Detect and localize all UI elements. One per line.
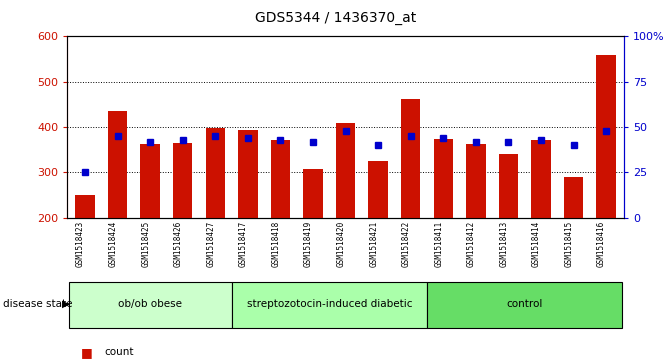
Bar — [531, 140, 551, 218]
Text: GSM1518418: GSM1518418 — [272, 221, 280, 267]
Bar — [499, 154, 518, 218]
Bar — [368, 161, 388, 218]
FancyBboxPatch shape — [231, 282, 427, 328]
Bar — [433, 139, 453, 218]
Text: GSM1518420: GSM1518420 — [337, 221, 346, 267]
FancyBboxPatch shape — [68, 282, 231, 328]
Bar — [108, 111, 127, 218]
Text: GSM1518417: GSM1518417 — [239, 221, 248, 267]
Bar — [597, 55, 616, 218]
Text: GSM1518412: GSM1518412 — [467, 221, 476, 267]
Text: GSM1518424: GSM1518424 — [109, 221, 117, 267]
Text: GSM1518414: GSM1518414 — [532, 221, 541, 267]
Text: control: control — [507, 299, 543, 309]
Text: GDS5344 / 1436370_at: GDS5344 / 1436370_at — [255, 11, 416, 25]
Text: ▶: ▶ — [62, 299, 70, 309]
Text: GSM1518411: GSM1518411 — [434, 221, 444, 267]
Text: GSM1518419: GSM1518419 — [304, 221, 313, 267]
Bar — [173, 143, 193, 218]
Bar — [205, 129, 225, 218]
Bar — [336, 122, 356, 218]
Text: ob/ob obese: ob/ob obese — [118, 299, 182, 309]
Text: disease state: disease state — [3, 299, 73, 309]
Text: GSM1518423: GSM1518423 — [76, 221, 85, 267]
Bar — [270, 140, 290, 218]
Text: GSM1518415: GSM1518415 — [564, 221, 574, 267]
FancyBboxPatch shape — [427, 282, 623, 328]
Text: GSM1518413: GSM1518413 — [499, 221, 509, 267]
Bar — [564, 177, 583, 218]
Text: streptozotocin-induced diabetic: streptozotocin-induced diabetic — [246, 299, 412, 309]
Text: GSM1518421: GSM1518421 — [369, 221, 378, 267]
Bar — [401, 99, 421, 218]
Bar — [238, 130, 258, 218]
Text: ■: ■ — [81, 346, 93, 359]
Text: GSM1518426: GSM1518426 — [174, 221, 183, 267]
Bar — [303, 169, 323, 218]
Text: GSM1518416: GSM1518416 — [597, 221, 606, 267]
Text: GSM1518425: GSM1518425 — [141, 221, 150, 267]
Bar — [75, 195, 95, 218]
Text: count: count — [104, 347, 134, 357]
Bar — [140, 144, 160, 218]
Text: GSM1518422: GSM1518422 — [402, 221, 411, 267]
Bar — [466, 144, 486, 218]
Text: GSM1518427: GSM1518427 — [206, 221, 215, 267]
